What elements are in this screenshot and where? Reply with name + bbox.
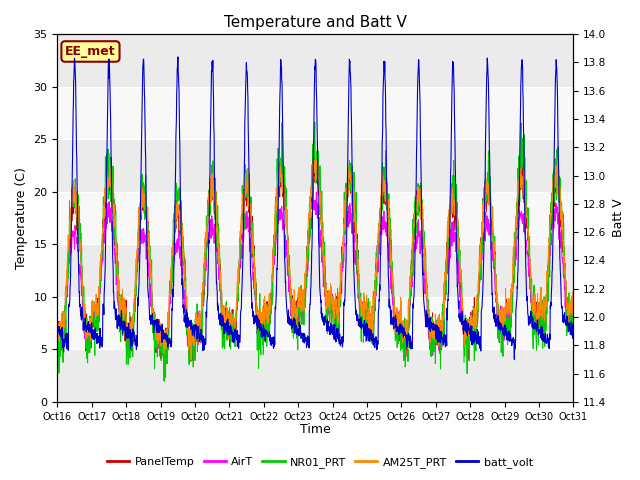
Title: Temperature and Batt V: Temperature and Batt V <box>224 15 407 30</box>
Bar <box>58 86 573 139</box>
Text: EE_met: EE_met <box>65 45 116 58</box>
Bar <box>58 244 573 297</box>
Bar <box>58 297 573 349</box>
Y-axis label: Batt V: Batt V <box>612 199 625 237</box>
Y-axis label: Temperature (C): Temperature (C) <box>15 167 28 269</box>
Bar <box>58 34 573 86</box>
Bar <box>58 349 573 402</box>
Legend: PanelTemp, AirT, NR01_PRT, AM25T_PRT, batt_volt: PanelTemp, AirT, NR01_PRT, AM25T_PRT, ba… <box>102 452 538 472</box>
Bar <box>58 139 573 192</box>
Bar <box>58 192 573 244</box>
X-axis label: Time: Time <box>300 423 331 436</box>
